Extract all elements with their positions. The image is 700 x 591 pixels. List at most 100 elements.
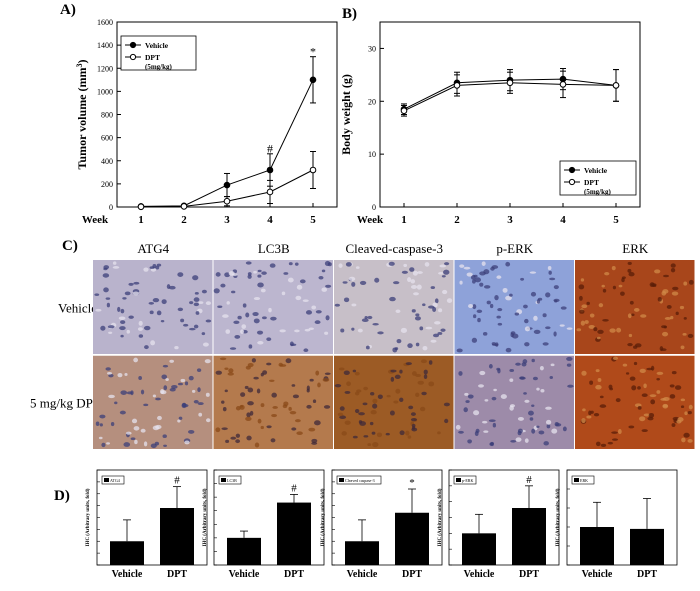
x-axis-prefix: Week xyxy=(82,214,109,226)
ihc-cell xyxy=(372,398,378,404)
ihc-cell xyxy=(171,384,178,389)
ihc-cell xyxy=(122,297,127,300)
ihc-cell xyxy=(362,402,368,406)
ihc-cell xyxy=(165,378,169,381)
ihc-cell xyxy=(177,307,184,312)
bar-plot-frame xyxy=(566,469,678,566)
ihc-cell xyxy=(377,331,384,335)
ihc-cell xyxy=(633,345,638,349)
ihc-cell xyxy=(215,427,221,433)
ihc-cell xyxy=(253,270,258,274)
ihc-cell xyxy=(184,440,190,445)
ihc-cell xyxy=(455,424,461,430)
bar-vehicle xyxy=(345,541,379,565)
ihc-cell xyxy=(395,309,401,313)
ihc-cell xyxy=(119,326,126,331)
ihc-cell xyxy=(650,399,656,405)
ihc-cell xyxy=(631,385,637,391)
ihc-cell xyxy=(648,412,655,418)
bar-legend-swatch xyxy=(104,478,109,482)
ihc-cell xyxy=(428,381,435,387)
ihc-cell xyxy=(253,297,261,301)
significance-marker: * xyxy=(310,45,316,59)
ihc-cell xyxy=(510,439,517,443)
ihc-cell xyxy=(189,327,196,331)
ihc-cell xyxy=(683,281,688,286)
ihc-cell xyxy=(162,364,169,368)
ihc-cell xyxy=(321,287,328,292)
ihc-column-label: ERK xyxy=(622,241,649,256)
ihc-cell xyxy=(511,333,519,339)
bar-legend-swatch xyxy=(221,478,226,482)
ihc-cell xyxy=(560,306,567,310)
ihc-cell xyxy=(343,297,350,303)
ihc-cell xyxy=(266,337,272,341)
bar-category-label: DPT xyxy=(519,569,539,580)
ihc-cell xyxy=(283,401,289,407)
ihc-cell xyxy=(656,390,661,394)
ihc-cell xyxy=(505,295,512,301)
ihc-cell xyxy=(566,327,573,330)
ihc-cell xyxy=(174,345,179,350)
x-tick-label: 2 xyxy=(181,214,187,226)
ihc-cell xyxy=(295,295,302,301)
ihc-cell xyxy=(409,267,415,272)
ihc-cell xyxy=(269,379,275,383)
ihc-image-grid: ATG4 LC3B Cleaved-caspase-3 p-ERK ERK Vehicle… xyxy=(30,241,696,449)
ihc-cell xyxy=(580,320,585,326)
ihc-image-tile xyxy=(575,260,695,354)
ihc-cell xyxy=(680,405,685,408)
bar-significance-marker: # xyxy=(291,482,297,494)
ihc-cell xyxy=(283,272,289,275)
ihc-cell xyxy=(324,260,331,267)
ihc-cell xyxy=(157,415,162,421)
ihc-cell xyxy=(669,384,675,388)
ihc-cell xyxy=(478,384,484,388)
ihc-cell xyxy=(257,418,262,424)
ihc-cell xyxy=(524,342,530,347)
ihc-cell xyxy=(249,410,254,416)
ihc-cell xyxy=(162,434,167,438)
ihc-cell xyxy=(231,273,238,276)
ihc-cell xyxy=(609,328,616,333)
ihc-cell xyxy=(611,431,618,434)
y-tick-label: 1600 xyxy=(97,18,113,27)
ihc-cell xyxy=(479,282,484,287)
ihc-cell xyxy=(188,375,194,381)
ihc-cell xyxy=(143,267,149,272)
ihc-cell xyxy=(133,426,140,431)
bar-vehicle xyxy=(227,537,261,565)
ihc-cell xyxy=(324,331,329,335)
ihc-cell xyxy=(410,285,418,290)
ihc-cell xyxy=(155,265,160,270)
ihc-cell xyxy=(266,425,272,429)
ihc-cell xyxy=(344,420,351,425)
ihc-cell xyxy=(245,261,252,265)
ihc-cell xyxy=(390,376,395,382)
ihc-cell xyxy=(306,388,310,393)
ihc-cell xyxy=(198,301,204,304)
ihc-cell xyxy=(163,444,167,447)
ihc-cell xyxy=(163,385,168,391)
ihc-cell xyxy=(509,378,514,382)
ihc-cell xyxy=(425,326,433,330)
ihc-cell xyxy=(225,329,231,334)
ihc-cell xyxy=(128,282,134,286)
data-point-vehicle xyxy=(266,166,274,174)
ihc-cell xyxy=(621,276,626,279)
panel-label-d: D) xyxy=(54,488,70,504)
ihc-cell xyxy=(669,394,676,399)
ihc-cell xyxy=(315,370,320,376)
ihc-cell xyxy=(94,293,100,296)
ihc-cell xyxy=(393,400,399,404)
data-point-dpt xyxy=(559,81,567,88)
ihc-cell xyxy=(289,410,297,415)
ihc-cell xyxy=(515,362,521,366)
ihc-cell xyxy=(410,418,417,422)
ihc-cell xyxy=(471,337,478,343)
ihc-row-label: Vehicle xyxy=(58,301,97,316)
ihc-cell xyxy=(260,372,264,377)
ihc-cell xyxy=(600,443,607,447)
ihc-cell xyxy=(161,374,168,380)
bar-y-axis-label: IHC (Arbitrary units, fold) xyxy=(321,488,326,546)
